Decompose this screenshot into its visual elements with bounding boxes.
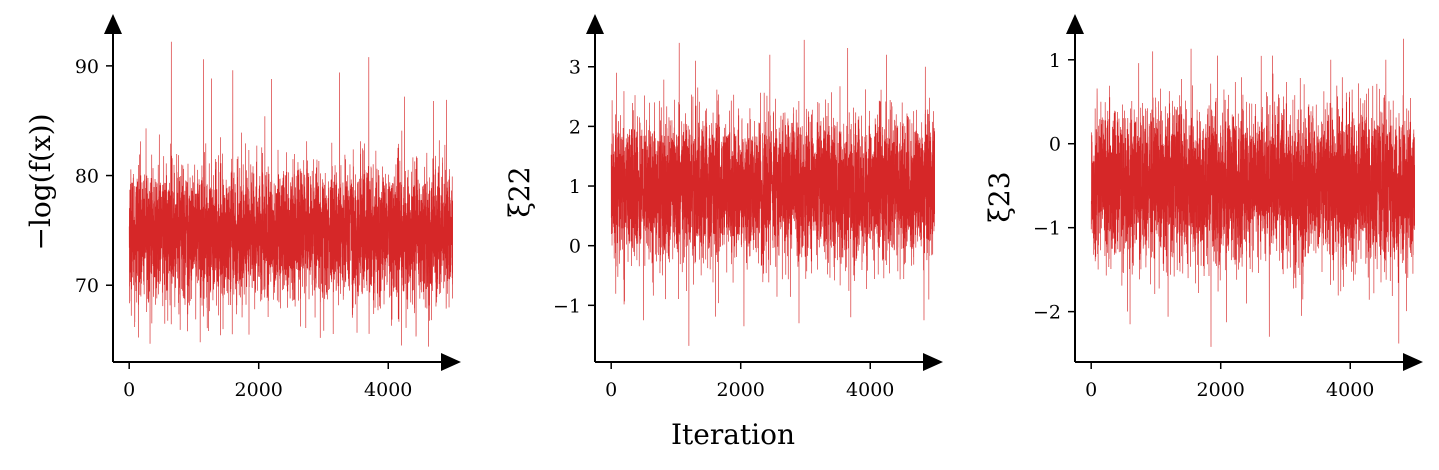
x-axis <box>1075 353 1423 371</box>
x-tick: 4000 <box>364 362 412 401</box>
y-tick: 3 <box>569 57 595 79</box>
y-tick-label: 3 <box>569 57 581 79</box>
y-axis-arrow-icon <box>104 14 122 34</box>
y-tick: 2 <box>569 116 595 138</box>
y-tick-label: 2 <box>569 116 581 138</box>
y-tick-label: 70 <box>75 275 99 297</box>
y-tick: −1 <box>1033 218 1075 240</box>
y-tick-label: −1 <box>1033 218 1061 240</box>
y-tick: 90 <box>75 56 113 78</box>
series-trace <box>610 39 935 346</box>
y-tick: 0 <box>569 236 595 258</box>
x-tick-label: 0 <box>123 379 135 401</box>
y-tick: 1 <box>1049 50 1075 72</box>
y-tick: −1 <box>553 295 595 317</box>
x-tick: 0 <box>605 362 617 401</box>
x-tick: 2000 <box>235 362 283 401</box>
x-tick: 4000 <box>846 362 894 401</box>
x-axis-arrow-icon <box>1403 353 1423 371</box>
y-tick: 80 <box>75 166 113 188</box>
y-tick-label: 1 <box>1049 50 1061 72</box>
x-tick: 0 <box>123 362 135 401</box>
x-axis <box>595 353 943 371</box>
y-tick-label: −2 <box>1033 302 1061 324</box>
y-tick-label: 90 <box>75 56 99 78</box>
x-tick-label: 4000 <box>364 379 412 401</box>
x-tick: 2000 <box>717 362 765 401</box>
y-axis-title: ξ23 <box>983 171 1016 222</box>
y-axis-title: −log(f(x)) <box>24 113 57 250</box>
y-axis-arrow-icon <box>586 14 604 34</box>
y-tick: 70 <box>75 275 113 297</box>
series-trace <box>128 41 453 347</box>
trace-line <box>610 39 935 346</box>
y-axis <box>1066 14 1084 362</box>
x-tick-label: 4000 <box>1326 379 1374 401</box>
trace-line <box>1090 38 1415 347</box>
trace-panel-neg-log-f: 0 2000 4000 70 80 90 −log(f(x)) <box>24 14 461 401</box>
x-axis <box>113 353 461 371</box>
trace-line <box>128 41 453 347</box>
y-tick: −2 <box>1033 302 1075 324</box>
y-tick-label: 1 <box>569 176 581 198</box>
x-tick: 2000 <box>1197 362 1245 401</box>
trace-panel-xi23: 0 2000 4000 −2 −1 0 1 ξ23 <box>983 14 1423 401</box>
y-tick: 1 <box>569 176 595 198</box>
y-tick-label: 0 <box>1049 134 1061 156</box>
x-tick-label: 4000 <box>846 379 894 401</box>
y-axis-arrow-icon <box>1066 14 1084 34</box>
y-axis <box>104 14 122 362</box>
x-tick-label: 2000 <box>717 379 765 401</box>
x-tick-label: 2000 <box>235 379 283 401</box>
trace-panel-xi22: 0 2000 4000 −1 0 1 2 3 ξ22 Iteration <box>503 14 943 451</box>
x-axis-title: Iteration <box>671 418 795 451</box>
x-axis-arrow-icon <box>441 353 461 371</box>
x-tick-label: 0 <box>1085 379 1097 401</box>
y-tick: 0 <box>1049 134 1075 156</box>
x-tick: 4000 <box>1326 362 1374 401</box>
y-tick-label: 80 <box>75 166 99 188</box>
y-tick-label: −1 <box>553 295 581 317</box>
x-tick-label: 2000 <box>1197 379 1245 401</box>
x-tick: 0 <box>1085 362 1097 401</box>
series-trace <box>1090 38 1415 347</box>
x-tick-label: 0 <box>605 379 617 401</box>
y-axis-title: ξ22 <box>503 166 536 217</box>
y-tick-label: 0 <box>569 236 581 258</box>
x-axis-arrow-icon <box>923 353 943 371</box>
